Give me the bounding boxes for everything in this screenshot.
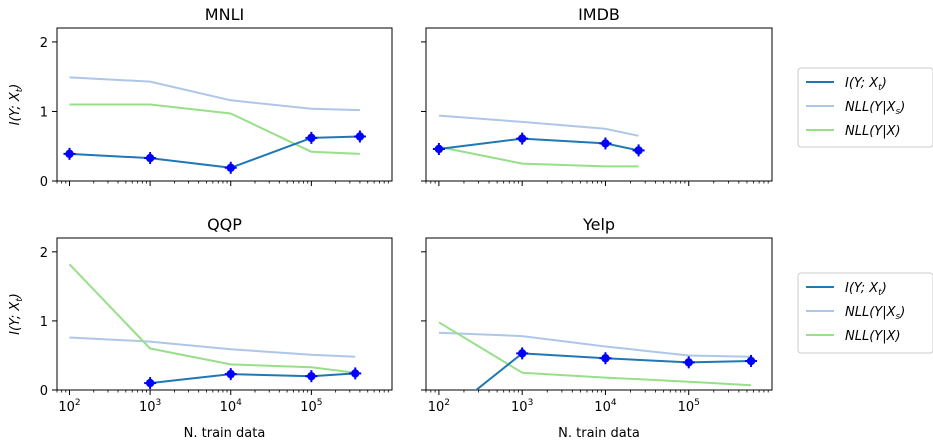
chart-title: QQP [207,215,242,234]
series-line-1 [69,336,356,358]
axes-frame [56,237,393,391]
legend: I(Y; Xt) NLL(Y|Xs) NLL(Y|X) [797,272,933,354]
x-axis-label: N. train data [184,426,266,441]
series-line-0 [149,372,356,385]
data-point [516,132,529,145]
series-line-1 [69,76,360,112]
series-line-2 [69,103,360,155]
y-axis-label: I(Y; Xt) [8,293,25,335]
data-point [682,356,695,369]
x-tick-label: 104 [220,398,243,415]
chart-title: MNLI [205,5,244,24]
y-tick-label: 1 [40,105,48,120]
axes-frame [425,237,773,391]
chart-panel-0: MNLI 0 1 2 I(Y; Xt) [8,5,393,190]
data-point [349,367,362,380]
x-tick-label: 102 [58,398,80,415]
legend-label: I(Y; Xt) [845,281,887,298]
x-tick-label: 105 [300,398,322,415]
legend-label: NLL(Y|X) [845,329,901,344]
data-point [745,354,758,367]
data-point [144,152,157,165]
series-line-2 [438,145,639,168]
data-point [353,130,366,143]
legend-box [797,272,933,354]
legend: I(Y; Xt) NLL(Y|Xs) NLL(Y|X) [797,67,933,148]
series-line-1 [438,331,752,358]
chart-title: Yelp [582,215,615,234]
chart-panel-2: QQP 102 103 104 105 0 1 2 I(Y; Xt) N. train data [8,215,393,441]
y-tick-label: 2 [40,246,48,261]
chart-title: IMDB [578,5,620,24]
x-tick-label: 102 [428,398,450,415]
series-line-2 [68,263,356,374]
x-tick-label: 103 [511,398,533,415]
legend-box [797,67,933,148]
x-tick-label: 104 [594,398,617,415]
legend-label: I(Y; Xt) [845,76,887,93]
data-point [599,137,612,150]
axes-frame [56,27,393,182]
data-point [305,131,318,144]
legend-label: NLL(Y|Xs) [845,305,905,322]
x-tick-label: 103 [139,398,161,415]
legend-label: NLL(Y|Xs) [845,100,905,117]
data-point [632,144,645,157]
chart-panel-1: IMDB [421,5,773,186]
data-point [516,347,529,360]
data-point [432,143,445,156]
data-point [63,147,76,160]
x-axis-label: N. train data [558,426,640,441]
y-tick-label: 0 [40,175,48,190]
legend-label: NLL(Y|X) [845,124,901,139]
data-point [224,161,237,174]
y-axis-label: I(Y; Xt) [8,84,25,126]
series-line-2 [438,321,752,387]
data-point [224,368,237,381]
series-line-1 [438,114,639,137]
data-point [599,352,612,365]
x-tick-label: 105 [678,398,700,415]
series-line-0 [438,137,639,152]
y-tick-label: 2 [40,36,48,51]
y-tick-label: 0 [40,384,48,399]
data-point [144,377,157,390]
y-tick-label: 1 [40,315,48,330]
data-point [305,370,318,383]
axes-frame [425,27,773,182]
chart-panel-3: Yelp 102 103 104 105 N. train data [421,215,773,441]
